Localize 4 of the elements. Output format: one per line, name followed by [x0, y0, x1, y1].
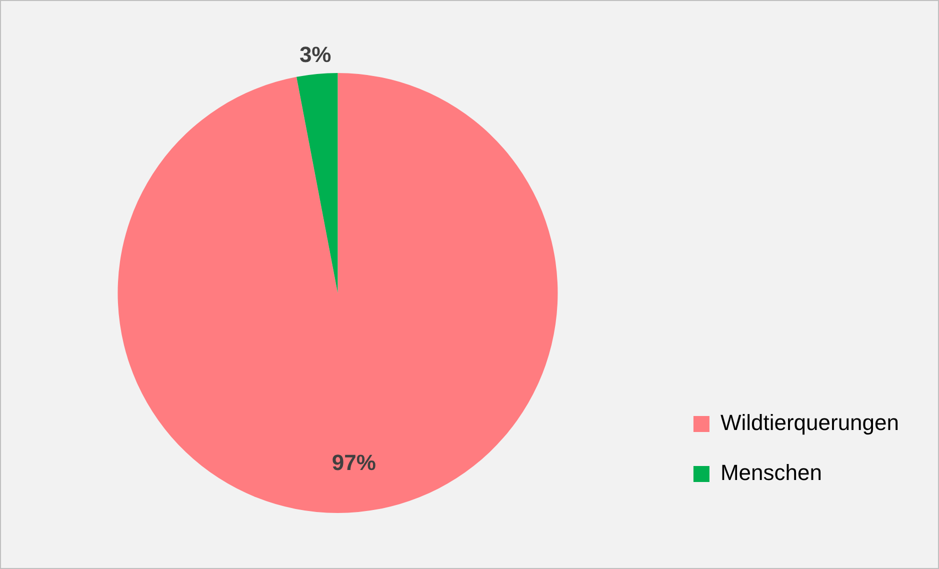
legend-label: Wildtierquerungen [720, 410, 899, 436]
data-label: 3% [299, 42, 332, 68]
data-label: 97% [332, 450, 376, 475]
legend-label: Menschen [720, 460, 822, 486]
